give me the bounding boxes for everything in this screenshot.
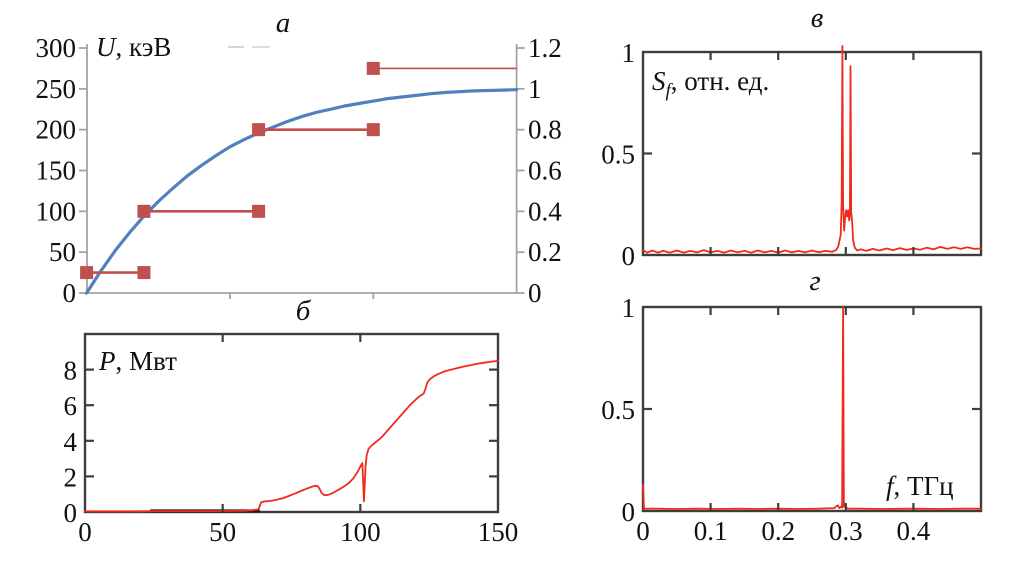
svg-text:0: 0 — [528, 278, 542, 308]
panel-b-title: б — [295, 295, 311, 327]
panel-a-step-bars — [80, 61, 517, 280]
svg-text:0.4: 0.4 — [528, 196, 562, 226]
svg-text:200: 200 — [36, 115, 77, 145]
scan-artifact — [228, 46, 270, 48]
panel-v-title: в — [810, 2, 824, 34]
svg-text:4: 4 — [64, 427, 78, 457]
svg-text:0.5: 0.5 — [601, 395, 635, 425]
panel-v: 00.51 — [601, 38, 983, 271]
panel-v-axis-label: Sf, отн. ед. — [652, 66, 770, 102]
svg-text:6: 6 — [64, 391, 78, 421]
svg-text:0.5: 0.5 — [601, 140, 635, 170]
svg-text:1.2: 1.2 — [528, 33, 562, 63]
svg-text:0.4: 0.4 — [897, 516, 931, 546]
svg-text:0.2: 0.2 — [528, 237, 562, 267]
svg-text:0.3: 0.3 — [829, 516, 863, 546]
svg-text:1: 1 — [528, 74, 542, 104]
svg-text:0: 0 — [622, 241, 636, 271]
svg-text:50: 50 — [209, 517, 236, 547]
svg-text:150: 150 — [36, 156, 77, 186]
svg-text:0: 0 — [78, 517, 92, 547]
svg-text:50: 50 — [49, 237, 76, 267]
svg-text:0: 0 — [63, 278, 77, 308]
svg-text:0.2: 0.2 — [761, 516, 795, 546]
panel-a-title: а — [275, 7, 291, 39]
svg-text:0: 0 — [64, 498, 78, 528]
svg-text:300: 300 — [36, 33, 77, 63]
svg-text:8: 8 — [64, 356, 78, 386]
svg-text:2: 2 — [64, 462, 78, 492]
svg-text:150: 150 — [478, 517, 519, 547]
svg-text:250: 250 — [36, 74, 77, 104]
panel-g: 0 0.1 0.2 0.3 0.4 0 0.5 1 — [601, 293, 983, 546]
svg-text:100: 100 — [340, 517, 381, 547]
svg-text:0.8: 0.8 — [528, 115, 562, 145]
svg-text:0: 0 — [622, 497, 636, 527]
panel-g-axis-label: f, ТГц — [886, 471, 954, 501]
svg-text:0.6: 0.6 — [528, 156, 562, 186]
svg-text:100: 100 — [36, 196, 77, 226]
panel-a: 0 50 100 150 200 250 300 0 0.2 0.4 0.6 0.8 1 1.2 — [36, 33, 563, 308]
svg-text:0.1: 0.1 — [694, 516, 728, 546]
panel-b-axis-label: P, Мвт — [99, 346, 177, 376]
panel-g-title: г — [809, 265, 821, 297]
panel-a-axis-label: U, кэВ — [96, 32, 172, 62]
svg-text:1: 1 — [622, 293, 636, 323]
svg-text:1: 1 — [622, 38, 636, 68]
svg-text:0: 0 — [636, 516, 650, 546]
